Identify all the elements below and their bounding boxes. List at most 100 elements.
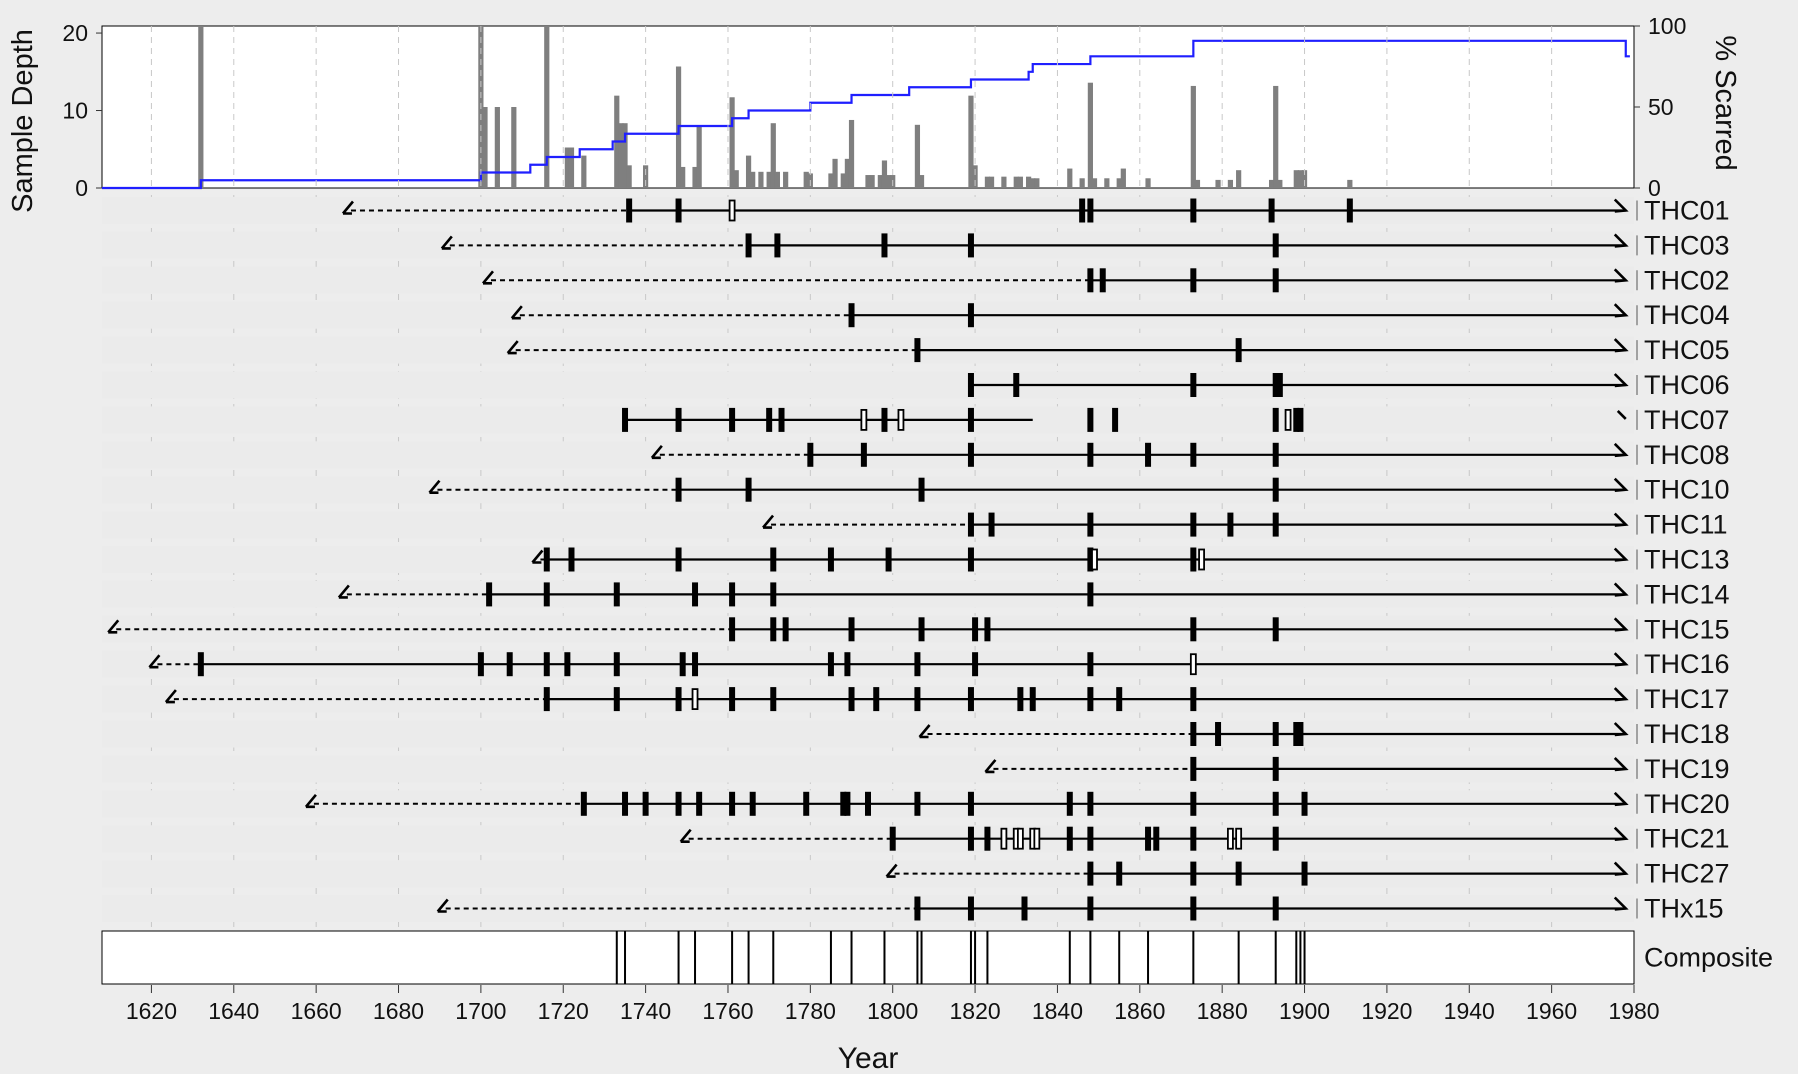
- fire-scar-mark: [1272, 477, 1279, 502]
- inner-pith-marker: [510, 305, 523, 320]
- fire-scar-mark: [1087, 547, 1094, 572]
- series-row-thc10: THC10: [102, 475, 1730, 505]
- outer-bark-marker: [1613, 233, 1629, 248]
- inner-pith-marker: [436, 898, 449, 913]
- series-label: THC20: [1644, 789, 1730, 819]
- percent-scarred-bar: [1001, 176, 1007, 188]
- percent-scarred-bar: [494, 107, 500, 188]
- percent-scarred-bar: [968, 95, 974, 188]
- series-label: THC15: [1644, 614, 1730, 644]
- fire-scar-mark: [675, 687, 682, 712]
- percent-scarred-bar: [622, 123, 628, 188]
- percent-scarred-bar: [1215, 179, 1221, 188]
- fire-scar-mark: [1087, 268, 1094, 293]
- fire-scar-mark: [1116, 861, 1123, 886]
- percent-scarred-bar: [1301, 170, 1308, 188]
- injury-mark: [1227, 827, 1234, 850]
- fire-scar-mark: [729, 582, 736, 607]
- series-row-thc11: THC11: [102, 510, 1728, 540]
- outer-bark-marker: [1613, 896, 1629, 911]
- percent-scarred-bar: [643, 165, 649, 188]
- percent-scarred-bar: [680, 166, 686, 188]
- injury-mark: [1091, 548, 1098, 571]
- fire-scar-mark: [1029, 687, 1036, 712]
- fire-scar-mark: [1272, 791, 1279, 816]
- series-row-thc17: THC17: [102, 684, 1730, 714]
- percent-scarred-bar: [988, 176, 995, 188]
- percent-scarred-bar: [564, 147, 570, 188]
- percent-scarred-bar: [729, 97, 735, 188]
- percent-scarred-bar: [568, 147, 575, 188]
- series-row-thc06: THC06: [102, 370, 1730, 400]
- outer-bark-marker: [1613, 268, 1629, 283]
- percent-scarred-bar: [848, 119, 855, 188]
- fire-scar-mark: [1087, 198, 1094, 223]
- percent-scarred-bar: [984, 176, 991, 188]
- fire-scar-mark: [1190, 861, 1197, 886]
- inner-pith-marker: [304, 793, 317, 809]
- x-axis-tick-label: 1900: [1279, 998, 1330, 1024]
- fire-scar-mark: [197, 652, 204, 677]
- series-row-thc03: THC03: [102, 230, 1730, 260]
- fire-scar-mark: [622, 407, 629, 432]
- fire-scar-mark: [914, 652, 921, 677]
- fire-scar-mark: [1190, 442, 1197, 467]
- fire-scar-mark: [889, 826, 896, 851]
- fire-scar-mark: [803, 791, 810, 816]
- injury-mark: [1198, 548, 1205, 571]
- fire-scar-mark: [873, 687, 880, 712]
- percent-scarred-bar: [758, 171, 764, 188]
- series-row-thc15: THC15: [102, 614, 1730, 644]
- fire-scar-mark: [1087, 826, 1094, 851]
- left-axis-tick-label: 0: [75, 175, 88, 201]
- injury-mark: [1016, 827, 1024, 850]
- inner-pith-marker: [428, 479, 441, 494]
- series-row-thc20: THC20: [102, 789, 1730, 819]
- inner-pith-marker: [341, 200, 354, 215]
- injury-mark: [1189, 653, 1197, 676]
- x-axis-tick-label: 1700: [455, 998, 506, 1024]
- fire-scar-mark: [1190, 268, 1197, 293]
- percent-scarred-bar: [803, 171, 809, 188]
- fire-scar-mark: [1190, 617, 1197, 642]
- fire-scar-mark: [967, 303, 974, 328]
- fire-scar-mark: [827, 547, 834, 572]
- x-axis: 1620 1640 1660 1680 1700 1720 1740 1760 1780 1800…: [126, 985, 1660, 1074]
- fire-scar-mark: [967, 442, 974, 467]
- series-row-thc21: THC21: [102, 824, 1730, 854]
- fire-scar-mark: [1145, 826, 1152, 851]
- outer-bark-marker: [1613, 687, 1629, 702]
- fire-scar-mark: [1087, 652, 1094, 677]
- fire-scar-mark: [692, 582, 699, 607]
- fire-scar-mark: [1190, 512, 1197, 537]
- fire-scar-mark: [543, 582, 550, 607]
- series-label: THC07: [1644, 405, 1730, 435]
- fire-scar-mark: [486, 582, 493, 607]
- percent-scarred-bar: [745, 155, 752, 188]
- series-label: THC14: [1644, 579, 1730, 609]
- outer-bark-marker: [1613, 547, 1629, 562]
- series-row-thc02: THC02: [102, 265, 1730, 295]
- sample-depth-axis-label: Sample Depth: [7, 29, 39, 213]
- percent-scarred-bar: [482, 107, 488, 188]
- fire-scar-mark: [1066, 826, 1073, 851]
- inner-pith-marker: [148, 654, 161, 669]
- fire-scar-mark: [692, 652, 699, 677]
- fire-scar-mark: [967, 407, 974, 432]
- series-label: THC03: [1644, 230, 1730, 260]
- fire-scar-mark: [881, 233, 888, 258]
- fire-scar-mark: [543, 687, 550, 712]
- percent-scarred-bar: [1273, 85, 1279, 188]
- fire-scar-mark: [1272, 407, 1279, 432]
- fire-scar-mark: [506, 652, 513, 677]
- percent-scarred-axis-label: % Scarred: [1709, 35, 1741, 170]
- outer-bark-marker: [1613, 373, 1629, 388]
- fire-scar-mark: [477, 652, 484, 677]
- sample-depth-axis: 0 10 20 Sample Depth: [7, 20, 102, 213]
- x-axis-tick-label: 1620: [126, 998, 177, 1024]
- fire-scar-mark: [1087, 861, 1094, 886]
- fire-scar-mark: [914, 791, 921, 816]
- percent-scarred-bar: [1087, 82, 1093, 188]
- composite-label: Composite: [1644, 943, 1773, 973]
